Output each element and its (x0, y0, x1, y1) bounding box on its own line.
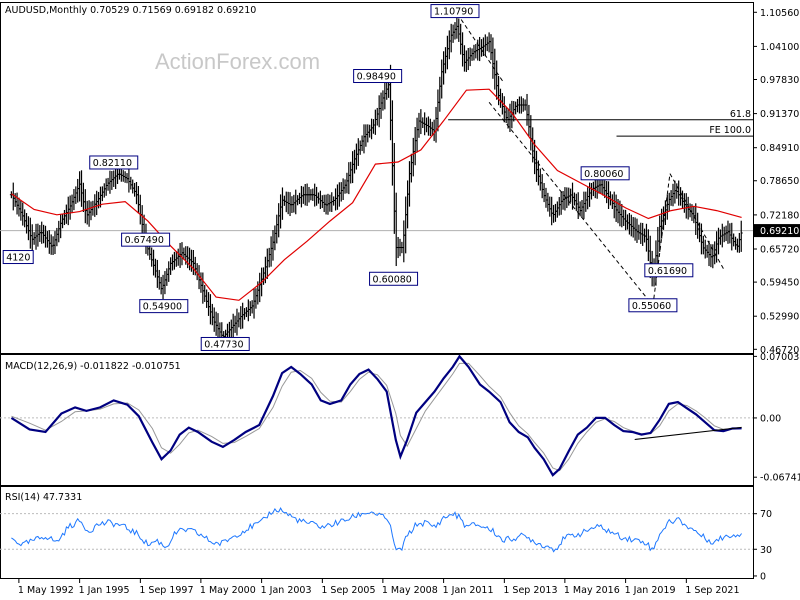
rsi-y-tick-label: 0 (760, 571, 766, 582)
price-annotation-label: 1.10790 (434, 7, 473, 18)
price-annotation-box (353, 69, 403, 84)
price-annotation-box (2, 250, 34, 265)
price-annotation: 1.10790 (430, 4, 480, 19)
price-annotation: 0.55060 (628, 298, 678, 313)
price-annotation: 0.98490 (353, 69, 403, 84)
x-tick-label: 1 Jan 1995 (79, 585, 130, 596)
price-annotation-box (200, 336, 250, 351)
moving-average-line (11, 88, 742, 301)
price-annotation: 0.61690 (644, 263, 694, 278)
x-tick-label: 1 May 2008 (382, 585, 438, 596)
price-annotation: 0.82110 (89, 155, 139, 170)
rsi-line (11, 507, 742, 553)
x-tick-label: 1 May 1992 (18, 585, 74, 596)
fib-level-label: 61.8 (730, 109, 751, 120)
x-tick-label: 1 Sep 2013 (503, 585, 557, 596)
price-annotation-box (121, 232, 171, 247)
macd-signal-line (11, 362, 742, 472)
price-annotation-label: 0.98490 (357, 72, 396, 83)
symbol-header: AUDUSD,Monthly 0.70529 0.71569 0.69182 0… (5, 5, 256, 16)
price-annotation: 0.60080 (369, 271, 419, 286)
price-annotation: 0.47730 (200, 336, 250, 351)
price-annotation-box (580, 166, 630, 181)
price-y-tick-label: 0.59450 (760, 278, 799, 289)
price-annotation-label: 0.47730 (204, 339, 243, 350)
watermark-text: ActionForex.com (155, 49, 320, 74)
price-annotation: 0.67490 (121, 232, 171, 247)
price-annotation-label: 0.61690 (648, 266, 687, 277)
price-annotation-box (89, 155, 139, 170)
x-tick-label: 1 Jan 2011 (443, 585, 494, 596)
price-y-tick-label: 0.72180 (760, 210, 799, 221)
rsi-label: RSI(14) 47.7331 (5, 492, 82, 503)
x-tick-label: 1 Jan 2003 (261, 585, 312, 596)
macd-y-tick-label: 0.070038 (760, 352, 800, 363)
price-annotation-box (628, 298, 678, 313)
rsi-panel-frame (0, 486, 754, 579)
price-y-tick-label: 1.10560 (760, 8, 799, 19)
macd-panel-frame (0, 354, 754, 486)
price-annotation-box (139, 299, 189, 314)
fe-level-label: FE 100.0 (709, 125, 751, 136)
price-y-tick-label: 0.97830 (760, 75, 799, 86)
macd-line (10, 354, 742, 477)
price-annotation-label: 0.80060 (584, 169, 623, 180)
price-y-tick-label: 0.84910 (760, 143, 799, 154)
price-annotation-box (644, 263, 694, 278)
price-y-tick-label: 0.65720 (760, 245, 799, 256)
price-annotation: 4120 (2, 250, 34, 265)
x-tick-label: 1 Sep 2021 (685, 585, 739, 596)
current-price-box (754, 224, 800, 238)
x-tick-label: 1 Sep 1997 (139, 585, 193, 596)
macd-y-tick-label: 0.00 (760, 413, 781, 424)
x-tick-label: 1 Sep 2005 (321, 585, 375, 596)
price-annotation-box (369, 271, 419, 286)
x-tick-label: 1 Jan 2019 (625, 585, 676, 596)
x-tick-label: 1 May 2000 (200, 585, 256, 596)
price-annotation-label: 0.82110 (93, 158, 132, 169)
macd-y-tick-label: -0.067418 (760, 473, 800, 484)
x-tick-label: 1 May 2016 (564, 585, 620, 596)
rsi-y-tick-label: 30 (760, 545, 772, 556)
price-annotation-label: 0.67490 (125, 235, 164, 246)
current-price-label: 0.69210 (760, 226, 799, 237)
price-annotation-box (430, 4, 480, 19)
price-annotation-label: 0.55060 (632, 301, 671, 312)
price-annotation: 0.80060 (580, 166, 630, 181)
price-y-tick-label: 0.78650 (760, 176, 799, 187)
macd-label: MACD(12,26,9) -0.011822 -0.010751 (5, 361, 181, 372)
price-y-tick-label: 0.91370 (760, 109, 799, 120)
rsi-y-tick-label: 70 (760, 509, 772, 520)
price-annotation: 0.54900 (139, 299, 189, 314)
price-annotation-label: 0.54900 (143, 302, 182, 313)
price-annotation-label: 0.60080 (373, 274, 412, 285)
price-annotation-label: 4120 (6, 253, 30, 264)
macd-trend-line (634, 426, 742, 440)
price-y-tick-label: 0.52990 (760, 312, 799, 323)
price-y-tick-label: 0.46720 (760, 345, 799, 356)
price-trend-line (488, 102, 654, 306)
price-y-tick-label: 1.04100 (760, 42, 799, 53)
